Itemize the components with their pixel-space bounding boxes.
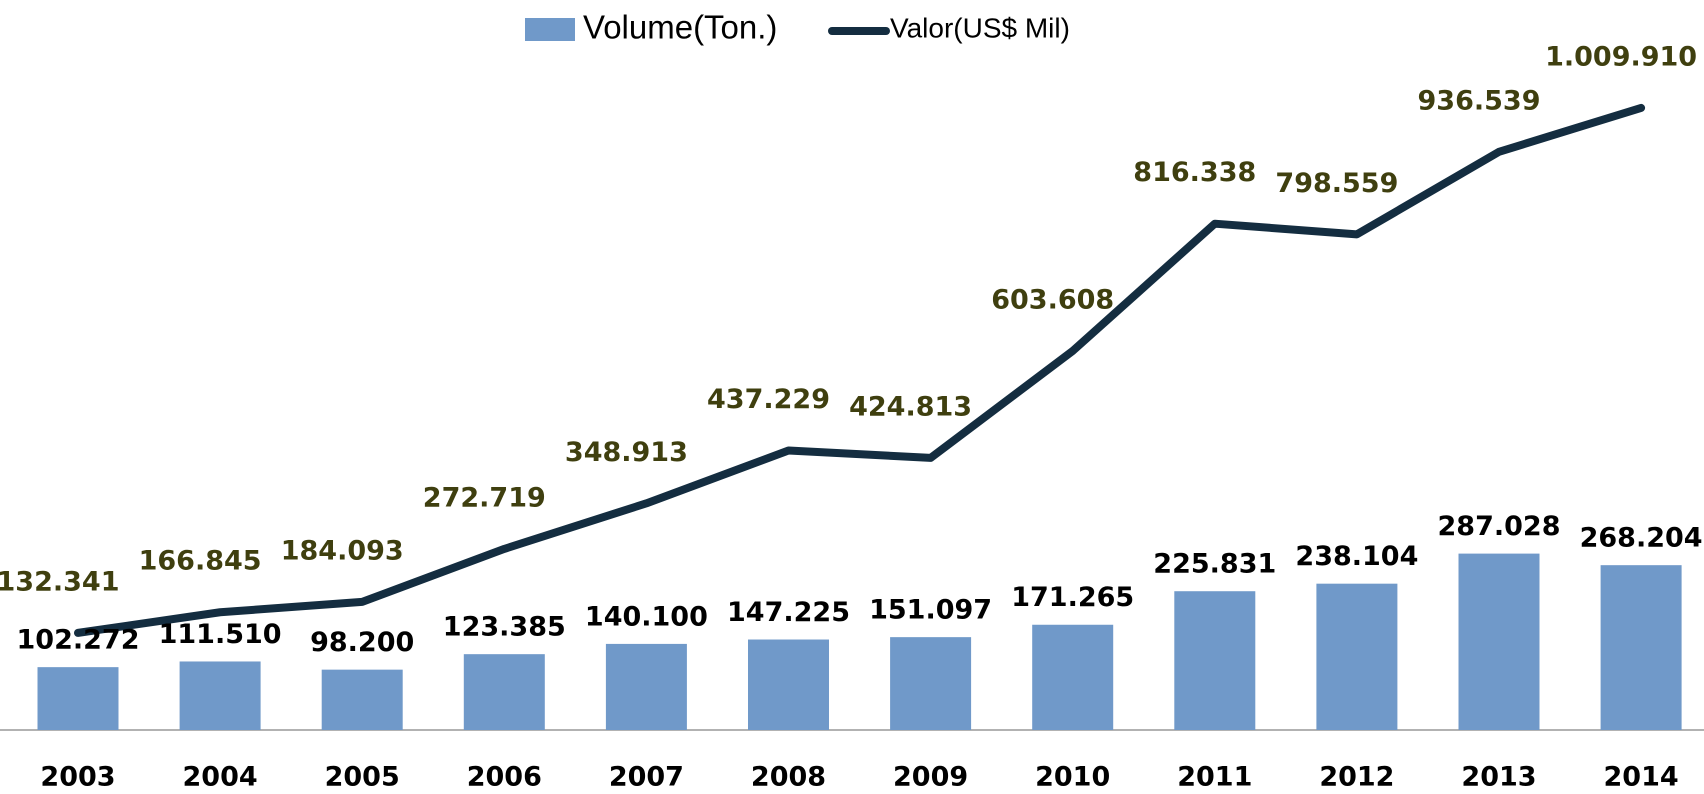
legend-swatch	[525, 18, 575, 41]
data-label: 798.559	[1275, 168, 1398, 199]
data-label: 272.719	[423, 482, 546, 513]
bar	[890, 637, 972, 730]
bar	[1600, 565, 1682, 730]
data-label: 98.200	[310, 627, 414, 658]
data-label: 184.093	[281, 535, 404, 566]
x-tick-label: 2013	[1461, 762, 1536, 793]
bar	[1458, 553, 1540, 730]
bar	[463, 654, 545, 730]
data-label: 424.813	[849, 391, 972, 422]
data-label: 225.831	[1153, 549, 1276, 580]
x-tick-label: 2010	[1035, 762, 1110, 793]
data-label: 936.539	[1418, 85, 1541, 116]
data-label: 268.204	[1580, 523, 1703, 554]
bar	[179, 661, 261, 730]
data-label: 437.229	[707, 384, 830, 415]
bar	[321, 669, 403, 730]
data-label: 111.510	[159, 619, 282, 650]
bar	[1032, 624, 1114, 730]
data-label: 123.385	[443, 612, 566, 643]
bar	[605, 643, 687, 730]
x-tick-label: 2011	[1177, 762, 1252, 793]
x-tick-label: 2012	[1319, 762, 1394, 793]
data-label: 166.845	[139, 546, 262, 577]
legend-label: Valor(US$ Mil)	[890, 12, 1070, 43]
data-label: 102.272	[17, 625, 140, 656]
data-label: 287.028	[1438, 511, 1561, 542]
bar	[748, 639, 829, 730]
bar	[1316, 583, 1398, 730]
data-label: 171.265	[1011, 582, 1134, 613]
data-label: 1.009.910	[1545, 41, 1697, 72]
x-tick-label: 2009	[893, 762, 968, 793]
data-label: 151.097	[869, 595, 992, 626]
data-label: 140.100	[585, 601, 708, 632]
legend-label: Volume(Ton.)	[583, 9, 777, 46]
data-label: 147.225	[727, 597, 850, 628]
data-label: 603.608	[991, 284, 1114, 315]
x-tick-label: 2014	[1604, 762, 1679, 793]
x-tick-label: 2006	[467, 762, 542, 793]
data-label: 816.338	[1133, 157, 1256, 188]
x-tick-label: 2008	[751, 762, 826, 793]
line	[74, 103, 1646, 637]
bar	[1174, 591, 1256, 730]
x-tick-label: 2003	[40, 762, 115, 793]
bar	[37, 667, 119, 730]
data-label: 348.913	[565, 437, 688, 468]
x-tick-label: 2005	[325, 762, 400, 793]
x-tick-label: 2004	[183, 762, 258, 793]
data-label: 132.341	[0, 566, 119, 597]
data-label: 238.104	[1295, 541, 1418, 572]
x-tick-label: 2007	[609, 762, 684, 793]
